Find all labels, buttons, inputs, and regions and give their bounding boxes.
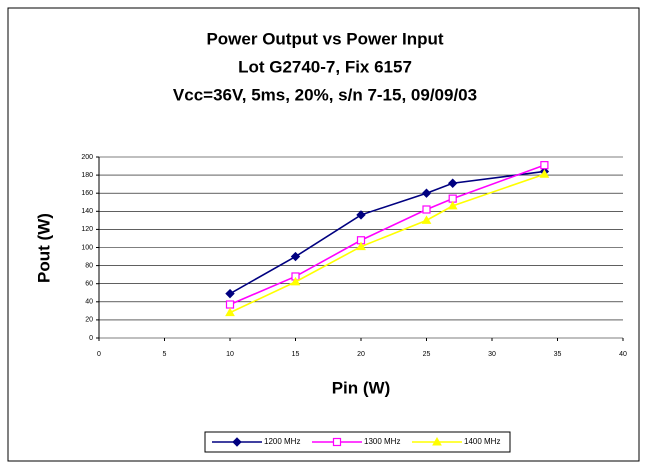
y-tick-label: 20 [85, 317, 93, 324]
marker [232, 437, 242, 447]
marker [421, 188, 432, 198]
y-tick-label: 100 [81, 244, 93, 251]
x-tick-label: 40 [619, 351, 627, 358]
marker [225, 300, 235, 309]
y-tick-label: 0 [89, 335, 93, 342]
legend-label: 1400 MHz [464, 437, 500, 446]
y-tick-label: 180 [81, 172, 93, 179]
y-tick-label: 140 [81, 208, 93, 215]
x-tick-label: 35 [554, 351, 562, 358]
y-axis-label: Pout (W) [34, 213, 53, 283]
series-line [229, 173, 545, 314]
x-tick-label: 30 [488, 351, 496, 358]
marker [290, 276, 301, 286]
marker [332, 437, 342, 447]
x-axis-label: Pin (W) [332, 378, 391, 397]
marker [540, 161, 549, 170]
y-tick-label: 120 [81, 226, 93, 233]
chart-border [7, 7, 640, 462]
marker [539, 169, 550, 178]
y-tick-label: 160 [81, 190, 93, 197]
y-tick-label: 80 [85, 262, 93, 269]
series-line [229, 170, 545, 295]
x-tick-label: 25 [423, 351, 431, 358]
marker [290, 251, 301, 262]
marker [432, 436, 442, 446]
legend-label: 1200 MHz [264, 437, 300, 446]
marker [447, 200, 458, 210]
y-tick-label: 60 [85, 281, 93, 288]
y-tick-label: 200 [81, 154, 93, 161]
series-line [229, 164, 545, 306]
chart-title: Power Output vs Power Input [206, 29, 443, 48]
marker [356, 210, 366, 220]
marker [447, 178, 458, 188]
marker [422, 205, 431, 214]
x-tick-label: 15 [292, 351, 300, 358]
legend-label: 1300 MHz [364, 437, 400, 446]
marker [356, 241, 366, 251]
x-tick-label: 10 [226, 351, 234, 358]
marker [421, 215, 432, 224]
chart-title: Lot G2740-7, Fix 6157 [238, 57, 412, 76]
x-tick-label: 0 [97, 351, 101, 358]
y-tick-label: 40 [85, 299, 93, 306]
marker [225, 288, 235, 299]
chart-title: Vcc=36V, 5ms, 20%, s/n 7-15, 09/09/03 [173, 85, 477, 104]
marker [225, 307, 235, 317]
x-tick-label: 20 [357, 351, 365, 358]
x-tick-label: 5 [163, 351, 167, 358]
